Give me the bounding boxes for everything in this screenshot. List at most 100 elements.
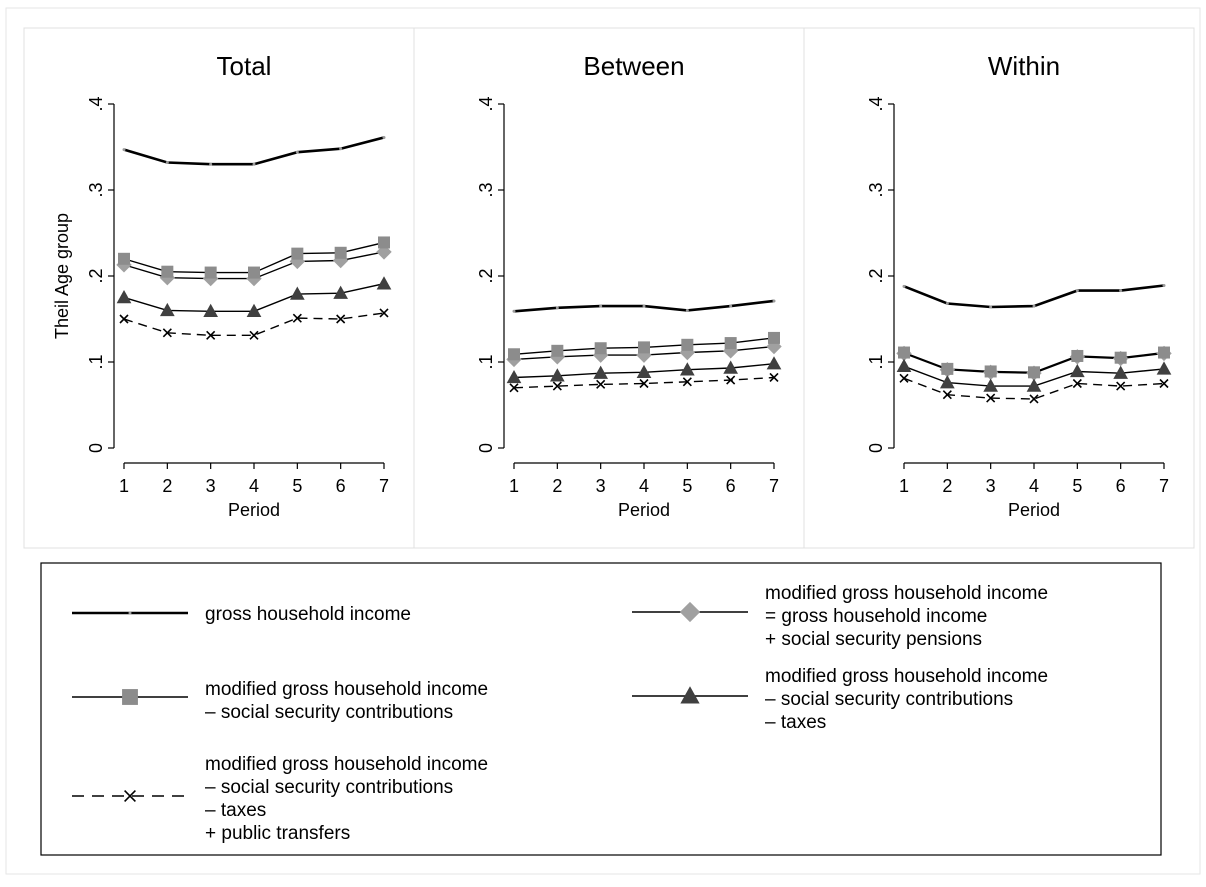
data-point <box>512 309 516 313</box>
x-tick-label: 2 <box>162 476 172 496</box>
data-point <box>682 377 692 387</box>
data-point <box>902 284 906 288</box>
legend-label: modified gross household income – social … <box>205 754 488 844</box>
y-tick-label: .3 <box>86 182 106 197</box>
data-point <box>939 375 955 389</box>
data-point <box>729 304 733 308</box>
data-point <box>1114 351 1127 364</box>
data-point <box>1028 366 1040 379</box>
data-point <box>599 304 603 308</box>
panel-title: Between <box>583 51 684 81</box>
data-point <box>1116 381 1126 391</box>
y-tick-label: .2 <box>476 268 496 283</box>
data-point <box>159 302 175 317</box>
data-point <box>162 328 172 338</box>
data-point <box>679 362 695 376</box>
y-tick-label: .1 <box>86 354 106 369</box>
x-tick-label: 1 <box>899 476 909 496</box>
data-point <box>1069 363 1085 378</box>
data-point <box>1026 378 1042 392</box>
x-tick-label: 6 <box>336 476 346 496</box>
legend-key-marker <box>128 611 132 615</box>
data-point <box>165 160 169 164</box>
x-tick-label: 2 <box>552 476 562 496</box>
legend-key-marker <box>124 790 136 802</box>
legend-label-line: – social security contributions <box>205 777 453 798</box>
data-point <box>508 348 520 361</box>
data-point <box>339 147 343 151</box>
x-tick-label: 4 <box>1029 476 1039 496</box>
data-point <box>723 360 739 374</box>
data-point <box>118 252 130 265</box>
data-point <box>246 303 262 317</box>
x-tick-label: 3 <box>206 476 216 496</box>
data-point <box>685 308 689 312</box>
legend-label-line: modified gross household income <box>205 679 488 700</box>
series-line-0 <box>123 136 385 166</box>
x-tick-label: 4 <box>639 476 649 496</box>
data-point <box>204 266 217 279</box>
data-point <box>376 276 392 290</box>
legend-box <box>40 562 1162 856</box>
panel-title: Total <box>217 51 272 81</box>
data-point <box>896 358 912 372</box>
data-point <box>639 378 649 389</box>
data-point <box>1158 346 1170 359</box>
data-point <box>724 337 737 350</box>
data-point <box>942 390 952 400</box>
data-point <box>983 378 999 392</box>
data-point <box>249 330 259 340</box>
y-tick-label: 0 <box>476 443 496 453</box>
panel-frame <box>23 27 415 549</box>
x-tick-label: 3 <box>596 476 606 496</box>
data-point <box>552 381 562 391</box>
legend-label-line: modified gross household income <box>765 583 1048 604</box>
legend-label: modified gross household income – social … <box>765 666 1048 733</box>
data-point <box>509 383 519 393</box>
legend-key-marker <box>680 686 700 704</box>
data-point <box>636 364 652 379</box>
y-tick-label: .1 <box>866 354 886 369</box>
data-point <box>382 136 386 140</box>
y-tick-label: .4 <box>86 96 106 111</box>
data-point <box>206 330 216 340</box>
legend-label-line: = gross household income <box>765 606 987 627</box>
data-point <box>766 356 782 370</box>
data-point <box>768 331 780 344</box>
data-point <box>945 302 949 306</box>
legend-label-line: – taxes <box>765 712 826 733</box>
data-point <box>1071 349 1084 362</box>
data-point <box>1156 361 1172 375</box>
data-point <box>252 162 256 166</box>
data-point <box>1113 365 1129 379</box>
x-tick-label: 7 <box>769 476 779 496</box>
y-tick-label: 0 <box>866 443 886 453</box>
legend-label: modified gross household income = gross h… <box>765 583 1048 650</box>
data-point <box>122 148 126 152</box>
panel-between: Between 0 .1 .2 .3 .4 1 2 3 4 5 6 7 Period <box>413 27 805 549</box>
legend-label-line: + public transfers <box>205 823 350 844</box>
legend-label-line: + social security pensions <box>765 629 982 650</box>
panel-within: Within 0 .1 .2 .3 .4 1 2 3 4 5 6 7 Period <box>803 27 1195 549</box>
legend-key-marker <box>679 601 701 623</box>
x-tick-label: 5 <box>1072 476 1082 496</box>
x-tick-label: 1 <box>119 476 129 496</box>
y-tick-label: .1 <box>476 354 496 369</box>
legend-label: modified gross household income – social … <box>205 679 488 723</box>
data-point <box>551 344 564 357</box>
x-tick-label: 3 <box>986 476 996 496</box>
x-tick-label: 7 <box>379 476 389 496</box>
figure-border <box>5 7 1201 875</box>
data-point <box>555 306 559 310</box>
data-point <box>1119 289 1123 293</box>
data-point <box>681 338 694 351</box>
data-point <box>119 314 129 324</box>
panel-title: Within <box>988 51 1060 81</box>
legend: gross household income modified gross hou… <box>40 562 1162 856</box>
x-tick-label: 5 <box>292 476 302 496</box>
data-point <box>334 246 347 259</box>
panel-frame <box>413 27 805 549</box>
panel-frame <box>803 27 1195 549</box>
data-point <box>506 369 522 384</box>
